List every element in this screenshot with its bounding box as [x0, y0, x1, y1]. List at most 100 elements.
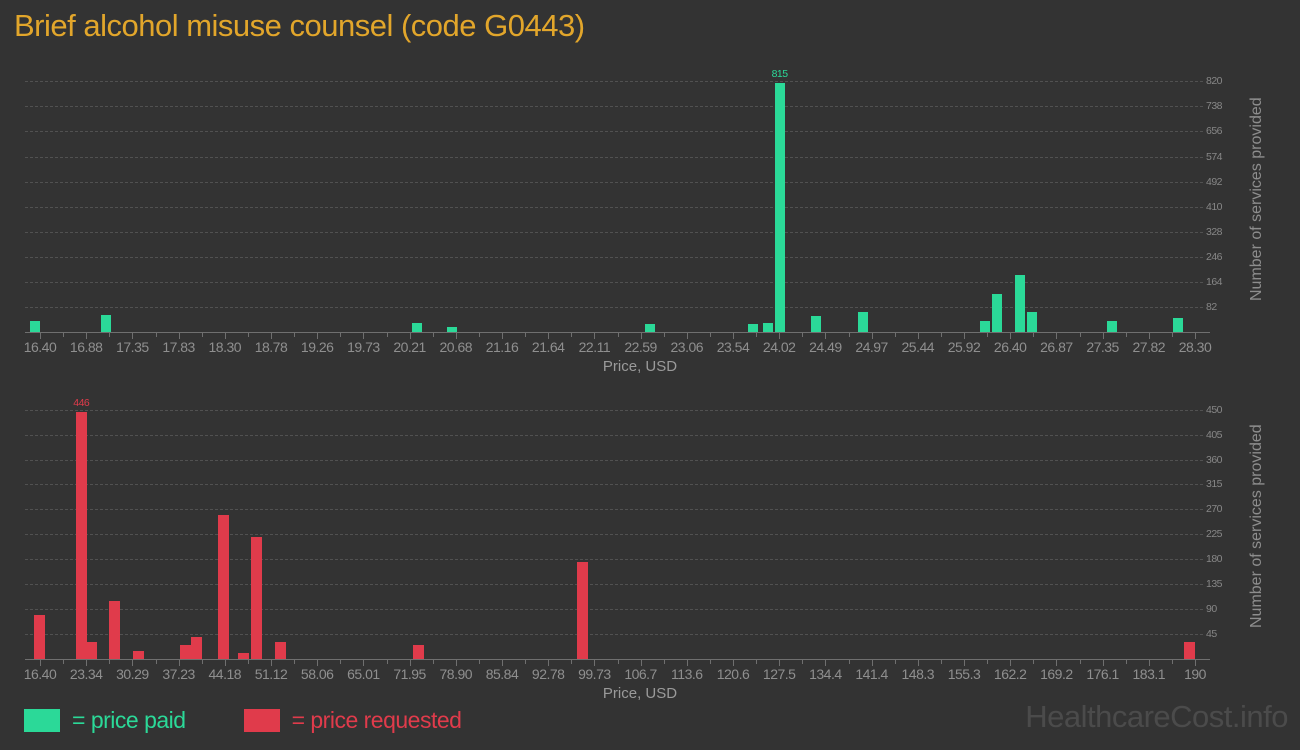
- x-axis-minor-tick: [709, 332, 711, 337]
- x-tick-label: 19.26: [300, 339, 334, 355]
- price-paid-bar: [30, 321, 41, 332]
- x-axis-tick: [132, 659, 134, 666]
- x-axis-tick: [640, 332, 642, 339]
- x-tick-label: 17.83: [162, 339, 195, 355]
- price-requested-bar: [1184, 642, 1196, 659]
- price-paid-swatch-icon: [24, 708, 60, 732]
- x-axis-tick: [455, 332, 457, 339]
- x-tick-label: 20.21: [393, 339, 426, 355]
- x-tick-label: 16.40: [23, 339, 57, 355]
- y-tick-label: 225: [1206, 528, 1223, 541]
- x-tick-label: 25.92: [947, 339, 981, 355]
- x-axis-minor-tick: [571, 332, 573, 337]
- x-axis-tick: [594, 332, 596, 339]
- y-tick-label: 492: [1206, 175, 1223, 188]
- x-axis-tick: [1056, 659, 1058, 666]
- x-tick-label: 16.88: [69, 339, 103, 355]
- x-tick-label: 99.73: [578, 666, 611, 682]
- x-tick-label: 30.29: [116, 666, 149, 682]
- x-axis-title: Price, USD: [602, 685, 678, 702]
- x-tick-label: 148.3: [901, 666, 935, 682]
- x-tick-label: 78.90: [439, 666, 473, 682]
- x-axis-tick: [1102, 332, 1104, 339]
- x-axis-tick: [409, 659, 411, 666]
- x-axis-minor-tick: [432, 659, 434, 664]
- y-tick-label: 246: [1206, 250, 1223, 263]
- x-axis-tick: [779, 659, 781, 666]
- x-axis-line: [25, 332, 1210, 333]
- x-tick-label: 71.95: [393, 666, 426, 682]
- gridline: [25, 609, 1203, 611]
- x-axis-tick: [825, 659, 827, 666]
- x-axis-minor-tick: [1033, 332, 1035, 337]
- bar-value-label: 815: [771, 67, 789, 80]
- x-axis-tick: [917, 659, 919, 666]
- x-tick-label: 28.30: [1178, 339, 1212, 355]
- x-tick-label: 113.6: [671, 666, 703, 682]
- x-tick-label: 25.44: [901, 339, 935, 355]
- x-axis-tick: [132, 332, 134, 339]
- price-paid-bar: [1172, 318, 1183, 332]
- x-axis-tick: [779, 332, 781, 339]
- y-tick-label: 82: [1206, 300, 1217, 313]
- x-axis-minor-tick: [894, 332, 896, 337]
- price-paid-bar: [1106, 321, 1117, 332]
- x-tick-label: 23.34: [69, 666, 103, 682]
- x-axis-minor-tick: [1171, 659, 1173, 664]
- price-requested-swatch-icon: [243, 708, 280, 732]
- x-axis-minor-tick: [571, 659, 573, 664]
- y-tick-label: 180: [1206, 553, 1223, 566]
- price-requested-bar: [86, 642, 98, 659]
- price-paid-bar: [992, 293, 1002, 332]
- legend-item-price-paid: = price paid: [24, 707, 186, 734]
- price-paid-bar: [858, 312, 869, 332]
- price-requested-bar: [180, 645, 192, 659]
- x-axis-minor-tick: [1079, 659, 1081, 664]
- y-tick-label: 410: [1206, 200, 1223, 213]
- x-tick-label: 18.30: [208, 339, 242, 355]
- y-tick-label: 328: [1206, 225, 1223, 238]
- x-axis-tick: [178, 332, 180, 339]
- x-tick-label: 92.78: [531, 666, 565, 682]
- x-axis-minor-tick: [201, 332, 203, 337]
- y-tick-label: 315: [1206, 478, 1223, 491]
- x-axis-minor-tick: [155, 332, 157, 337]
- price-paid-bar: [748, 324, 759, 332]
- gridline: [25, 81, 1203, 83]
- x-tick-label: 22.59: [624, 339, 657, 355]
- x-axis-tick: [1195, 659, 1196, 666]
- price-paid-bar: [811, 316, 822, 332]
- price-paid-bar: [980, 320, 991, 332]
- x-tick-label: 27.35: [1086, 339, 1119, 355]
- x-axis-minor-tick: [802, 659, 804, 664]
- x-axis-tick: [640, 659, 642, 666]
- gridline: [25, 106, 1203, 108]
- x-tick-label: 20.68: [439, 339, 473, 355]
- x-axis-minor-tick: [1033, 659, 1035, 664]
- watermark: HealthcareCost.info: [1025, 699, 1288, 734]
- gridline: [25, 281, 1203, 283]
- x-axis-minor-tick: [802, 332, 804, 337]
- x-axis-minor-tick: [756, 332, 758, 337]
- price-requested-bar: [75, 411, 87, 659]
- x-axis-minor-tick: [201, 659, 203, 664]
- x-axis-minor-tick: [386, 332, 388, 337]
- x-axis-minor-tick: [987, 659, 989, 664]
- x-axis-tick: [733, 659, 734, 666]
- y-tick-label: 135: [1206, 578, 1223, 591]
- y-tick-label: 270: [1206, 503, 1223, 516]
- x-tick-label: 169.2: [1040, 666, 1073, 682]
- x-tick-label: 51.12: [254, 666, 288, 682]
- x-tick-label: 134.4: [809, 666, 842, 682]
- x-tick-label: 27.82: [1132, 339, 1166, 355]
- legend: = price paid = price requested: [24, 704, 462, 736]
- price-paid-bar: [446, 327, 457, 332]
- y-tick-label: 405: [1206, 428, 1223, 441]
- x-tick-label: 24.97: [855, 339, 888, 355]
- y-tick-label: 574: [1206, 150, 1223, 163]
- x-tick-label: 190: [1184, 666, 1206, 682]
- x-tick-label: 106.7: [624, 666, 657, 682]
- page-title: Brief alcohol misuse counsel (code G0443…: [14, 8, 585, 43]
- x-axis-tick: [1010, 332, 1012, 339]
- x-tick-label: 26.40: [993, 339, 1027, 355]
